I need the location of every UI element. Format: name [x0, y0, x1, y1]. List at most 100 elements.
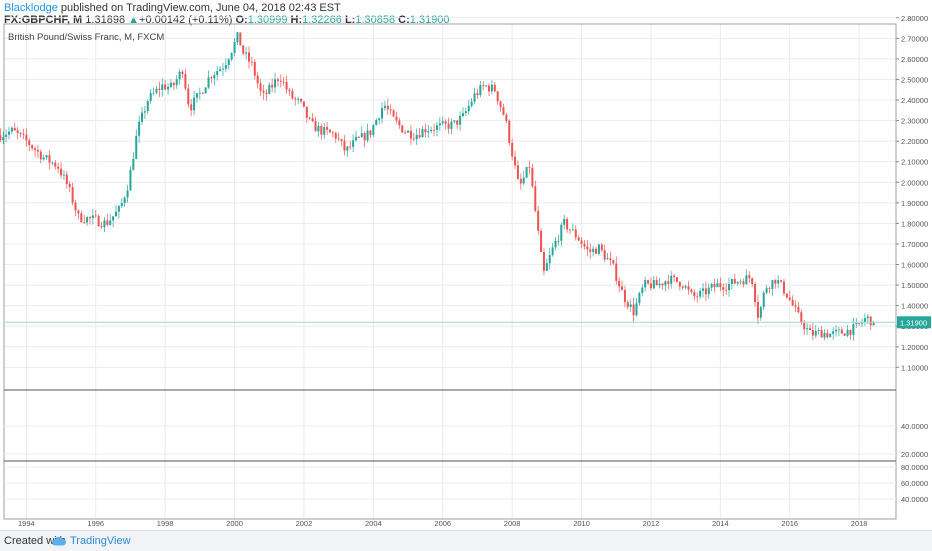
candle[interactable]	[80, 210, 83, 224]
candle[interactable]	[135, 129, 138, 160]
candle[interactable]	[398, 117, 401, 129]
candle[interactable]	[129, 166, 132, 191]
candle[interactable]	[652, 276, 655, 290]
candle[interactable]	[392, 109, 395, 118]
candle[interactable]	[806, 323, 809, 336]
candle[interactable]	[574, 225, 577, 241]
candle[interactable]	[606, 252, 609, 260]
candle[interactable]	[415, 128, 418, 145]
candle[interactable]	[655, 276, 658, 286]
candle[interactable]	[710, 282, 713, 292]
candle[interactable]	[245, 46, 248, 60]
candle[interactable]	[184, 68, 187, 91]
candle[interactable]	[375, 118, 378, 126]
candle[interactable]	[615, 256, 618, 285]
candle[interactable]	[444, 119, 447, 130]
candle[interactable]	[227, 57, 230, 70]
candle[interactable]	[505, 112, 508, 124]
candle[interactable]	[537, 205, 540, 235]
candle[interactable]	[511, 138, 514, 161]
candle[interactable]	[83, 214, 86, 225]
candle[interactable]	[259, 78, 262, 97]
candle[interactable]	[279, 74, 282, 88]
candle[interactable]	[675, 277, 678, 283]
candle[interactable]	[733, 273, 736, 285]
candle[interactable]	[693, 289, 696, 301]
candle[interactable]	[195, 92, 198, 104]
candle[interactable]	[109, 214, 112, 226]
candle[interactable]	[568, 229, 571, 235]
candle[interactable]	[632, 297, 635, 323]
candle[interactable]	[690, 288, 693, 295]
candle[interactable]	[71, 182, 74, 206]
candle[interactable]	[791, 295, 794, 307]
candle[interactable]	[603, 244, 606, 262]
candle[interactable]	[143, 105, 146, 119]
candle[interactable]	[430, 126, 433, 134]
candle[interactable]	[320, 123, 323, 140]
candle[interactable]	[395, 111, 398, 124]
candle[interactable]	[626, 299, 629, 310]
candle[interactable]	[294, 96, 297, 106]
candle[interactable]	[250, 56, 253, 67]
candle[interactable]	[756, 295, 759, 325]
candle[interactable]	[187, 83, 190, 108]
candle[interactable]	[297, 96, 300, 105]
candle[interactable]	[765, 285, 768, 295]
candle[interactable]	[730, 278, 733, 290]
candle[interactable]	[317, 121, 320, 137]
candle[interactable]	[213, 71, 216, 86]
candle[interactable]	[774, 279, 777, 289]
candle[interactable]	[363, 131, 366, 148]
candle[interactable]	[661, 283, 664, 290]
candle[interactable]	[198, 87, 201, 100]
candle[interactable]	[728, 277, 731, 297]
candle[interactable]	[742, 278, 745, 288]
candle[interactable]	[525, 166, 528, 179]
candle[interactable]	[435, 121, 438, 137]
candle[interactable]	[542, 248, 545, 276]
candle[interactable]	[485, 84, 488, 88]
candle[interactable]	[684, 284, 687, 290]
candle[interactable]	[25, 128, 28, 147]
candle[interactable]	[476, 88, 479, 99]
candle[interactable]	[291, 88, 294, 100]
candle[interactable]	[146, 99, 149, 115]
candle[interactable]	[288, 87, 291, 96]
candle[interactable]	[167, 82, 170, 95]
candle[interactable]	[114, 205, 117, 217]
candle[interactable]	[459, 111, 462, 131]
candle[interactable]	[794, 300, 797, 313]
candle[interactable]	[577, 235, 580, 241]
candle[interactable]	[91, 209, 94, 225]
candle[interactable]	[797, 301, 800, 314]
candle[interactable]	[461, 107, 464, 118]
candle[interactable]	[190, 98, 193, 117]
candle[interactable]	[447, 117, 450, 134]
candle[interactable]	[172, 81, 175, 90]
candle[interactable]	[490, 80, 493, 95]
time-axis[interactable]: 1994 1996 1998 2000 2002 2004 2006 2008 2010 2012…	[18, 519, 867, 528]
candle[interactable]	[846, 324, 849, 338]
candle[interactable]	[141, 106, 144, 125]
candle[interactable]	[271, 78, 274, 93]
candle[interactable]	[74, 199, 77, 217]
candle[interactable]	[872, 320, 875, 326]
candle[interactable]	[499, 100, 502, 112]
candle[interactable]	[551, 243, 554, 257]
candle[interactable]	[112, 216, 115, 228]
candle[interactable]	[242, 44, 245, 56]
candle[interactable]	[8, 126, 10, 140]
candle[interactable]	[835, 325, 838, 337]
candle[interactable]	[826, 329, 829, 339]
candle[interactable]	[77, 209, 80, 220]
candle[interactable]	[86, 216, 89, 226]
candle[interactable]	[748, 271, 751, 283]
candle[interactable]	[381, 102, 384, 124]
candle[interactable]	[722, 283, 725, 297]
candle[interactable]	[528, 160, 531, 175]
candle[interactable]	[401, 124, 404, 134]
candle[interactable]	[464, 107, 467, 116]
candle[interactable]	[308, 116, 311, 120]
candle[interactable]	[355, 130, 357, 142]
